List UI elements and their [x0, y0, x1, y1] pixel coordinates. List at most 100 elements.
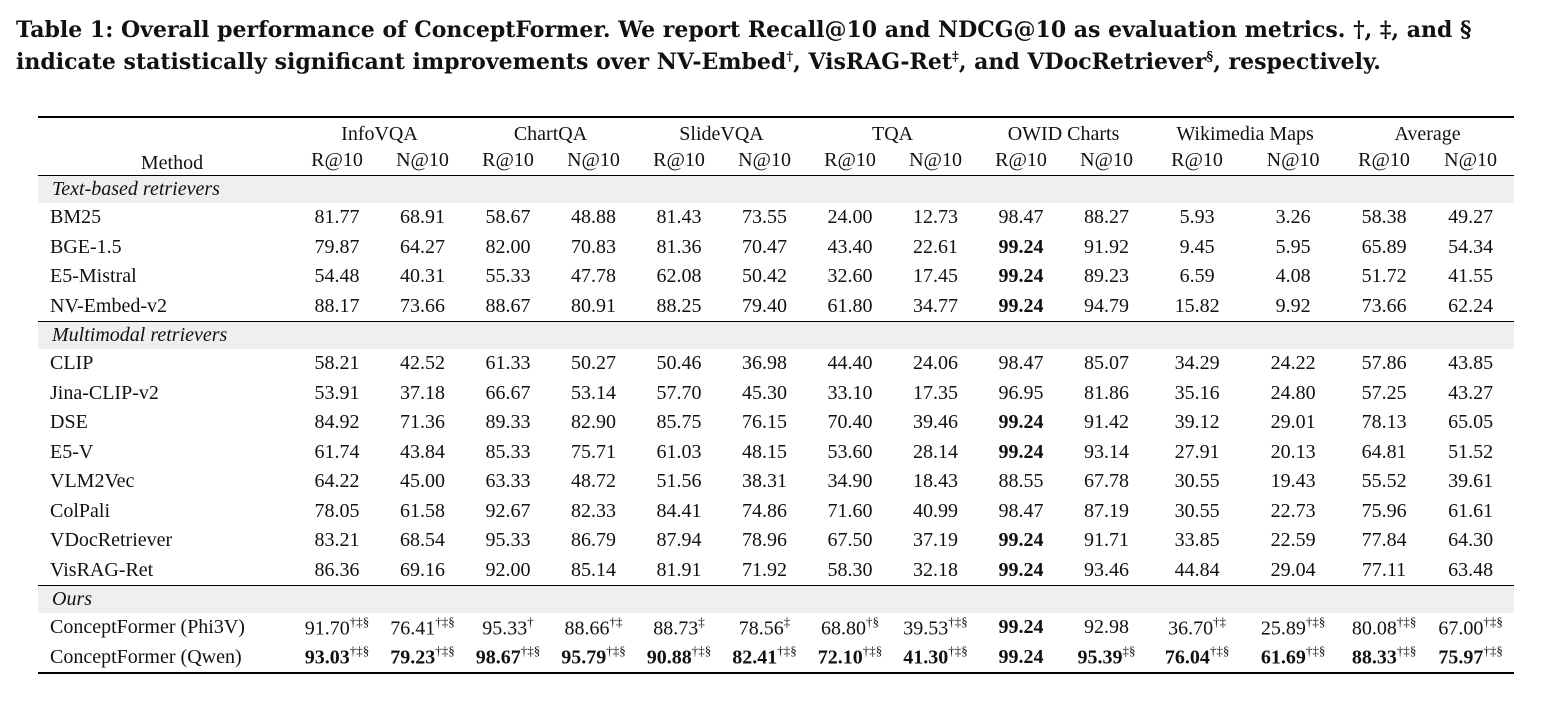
metric-value: 32.18 [913, 558, 959, 581]
dataset-header: ChartQA [513, 123, 588, 145]
metric-cell: 95.33 [465, 526, 551, 556]
metric-value: 48.72 [571, 470, 616, 493]
metric-cell: 57.25 [1341, 379, 1427, 409]
metric-value: 81.86 [1084, 381, 1130, 404]
metric-cell: 39.46 [893, 408, 978, 438]
metric-cell: 17.45 [893, 262, 978, 292]
metric-cell: 62.08 [636, 262, 722, 292]
metric-value: 50.27 [571, 352, 616, 375]
method-name: BM25 [50, 206, 102, 229]
metric-value: 24.22 [1270, 352, 1316, 375]
metric-value: 17.35 [913, 381, 959, 404]
metric-value: 67.78 [1084, 470, 1130, 493]
metric-value: 61.74 [314, 440, 360, 463]
metric-cell: 80.91 [551, 292, 636, 322]
metric-header: N@10 [396, 149, 449, 171]
metric-value: 99.24 [998, 616, 1044, 639]
metric-cell: 5.93 [1149, 203, 1245, 233]
caption-dagger: † [786, 49, 794, 65]
metric-cell: 39.61 [1427, 467, 1514, 497]
metric-value: 39.61 [1448, 470, 1494, 493]
significance-marker: †‡§ [948, 643, 968, 659]
metric-value: 51.52 [1448, 440, 1494, 463]
metric-cell: 51.56 [636, 467, 722, 497]
metric-value: 76.04 [1164, 647, 1210, 670]
metric-value: 37.19 [913, 529, 959, 552]
metric-value: 95.79 [561, 647, 607, 670]
metric-cell: 50.46 [636, 349, 722, 379]
metric-cell: 81.86 [1064, 379, 1149, 409]
metric-value: 30.55 [1174, 470, 1220, 493]
metric-cell: 69.16 [380, 556, 465, 586]
metric-value: 39.46 [913, 411, 959, 434]
significance-marker: †‡§ [1483, 613, 1503, 629]
metric-cell: 92.00 [465, 556, 551, 586]
metric-value: 29.01 [1270, 411, 1316, 434]
metric-cell: 61.03 [636, 438, 722, 468]
metric-cell: 29.04 [1245, 556, 1341, 586]
metric-value: 20.13 [1270, 440, 1316, 463]
metric-value: 99.24 [998, 294, 1044, 317]
metric-cell: 94.79 [1064, 292, 1149, 322]
metric-cell: 78.96 [722, 526, 807, 556]
metric-cell: 78.56‡ [722, 613, 807, 643]
metric-value: 58.21 [314, 352, 360, 375]
table-section: Multimodal retrievers CLIP 58.21 42.52 61.33… [38, 321, 1515, 586]
metric-cell: 64.27 [380, 233, 465, 263]
metric-cell: 55.33 [465, 262, 551, 292]
metric-value: 99.24 [998, 440, 1044, 463]
metric-value: 17.45 [913, 265, 959, 288]
metric-cell: 33.85 [1149, 526, 1245, 556]
metric-value: 5.95 [1275, 235, 1311, 258]
metric-cell: 37.19 [893, 526, 978, 556]
metric-cell: 91.42 [1064, 408, 1149, 438]
metric-value: 70.47 [742, 235, 788, 258]
metric-value: 90.88 [646, 647, 692, 670]
metric-value: 88.73 [653, 617, 699, 640]
dataset-header: OWID Charts [1007, 123, 1120, 145]
metric-value: 88.17 [314, 294, 360, 317]
metric-value: 99.24 [998, 411, 1044, 434]
metric-value: 67.50 [827, 529, 873, 552]
metric-value: 45.30 [742, 381, 788, 404]
metric-value: 25.89 [1260, 617, 1306, 640]
metric-value: 91.70 [304, 617, 350, 640]
metric-value: 87.19 [1084, 499, 1130, 522]
table-row: ConceptFormer (Qwen) 93.03†‡§ 79.23†‡§ 98.6… [38, 643, 1514, 674]
metric-value: 81.43 [656, 206, 702, 229]
metric-cell: 95.33† [465, 613, 551, 643]
dataset-header: TQA [871, 123, 914, 145]
significance-marker: †‡§ [1305, 643, 1326, 659]
metric-value: 64.27 [400, 235, 445, 258]
significance-marker: †‡§ [349, 613, 370, 629]
metric-value: 91.42 [1084, 411, 1130, 434]
metric-value: 98.47 [998, 206, 1044, 229]
metric-cell: 3.26 [1245, 203, 1341, 233]
metric-cell: 99.24 [978, 233, 1064, 263]
metric-value: 35.16 [1174, 381, 1220, 404]
metric-cell: 34.29 [1149, 349, 1245, 379]
metric-cell: 83.21 [294, 526, 380, 556]
metric-value: 77.11 [1361, 558, 1407, 581]
table-row: E5-V 61.74 43.84 85.33 75.71 61.03 48.15 53.60 2… [38, 438, 1514, 468]
metric-value: 57.70 [656, 381, 702, 404]
metric-value: 73.55 [742, 206, 788, 229]
metric-cell: 54.48 [294, 262, 380, 292]
metric-value: 64.81 [1361, 440, 1407, 463]
metric-value: 91.71 [1084, 529, 1130, 552]
metric-value: 48.15 [742, 440, 788, 463]
metric-value: 61.69 [1260, 647, 1306, 670]
metric-cell: 53.14 [551, 379, 636, 409]
metric-value: 81.36 [656, 235, 702, 258]
metric-value: 44.40 [827, 352, 873, 375]
metric-cell: 95.39‡§ [1064, 643, 1149, 674]
metric-value: 42.52 [400, 352, 445, 375]
metric-value: 5.93 [1179, 206, 1215, 229]
metric-cell: 44.84 [1149, 556, 1245, 586]
metric-value: 38.31 [742, 470, 788, 493]
metric-header: R@10 [311, 149, 363, 171]
metric-value: 50.46 [656, 352, 702, 375]
metric-cell: 51.72 [1341, 262, 1427, 292]
metric-value: 71.60 [827, 499, 873, 522]
metric-cell: 40.99 [893, 497, 978, 527]
